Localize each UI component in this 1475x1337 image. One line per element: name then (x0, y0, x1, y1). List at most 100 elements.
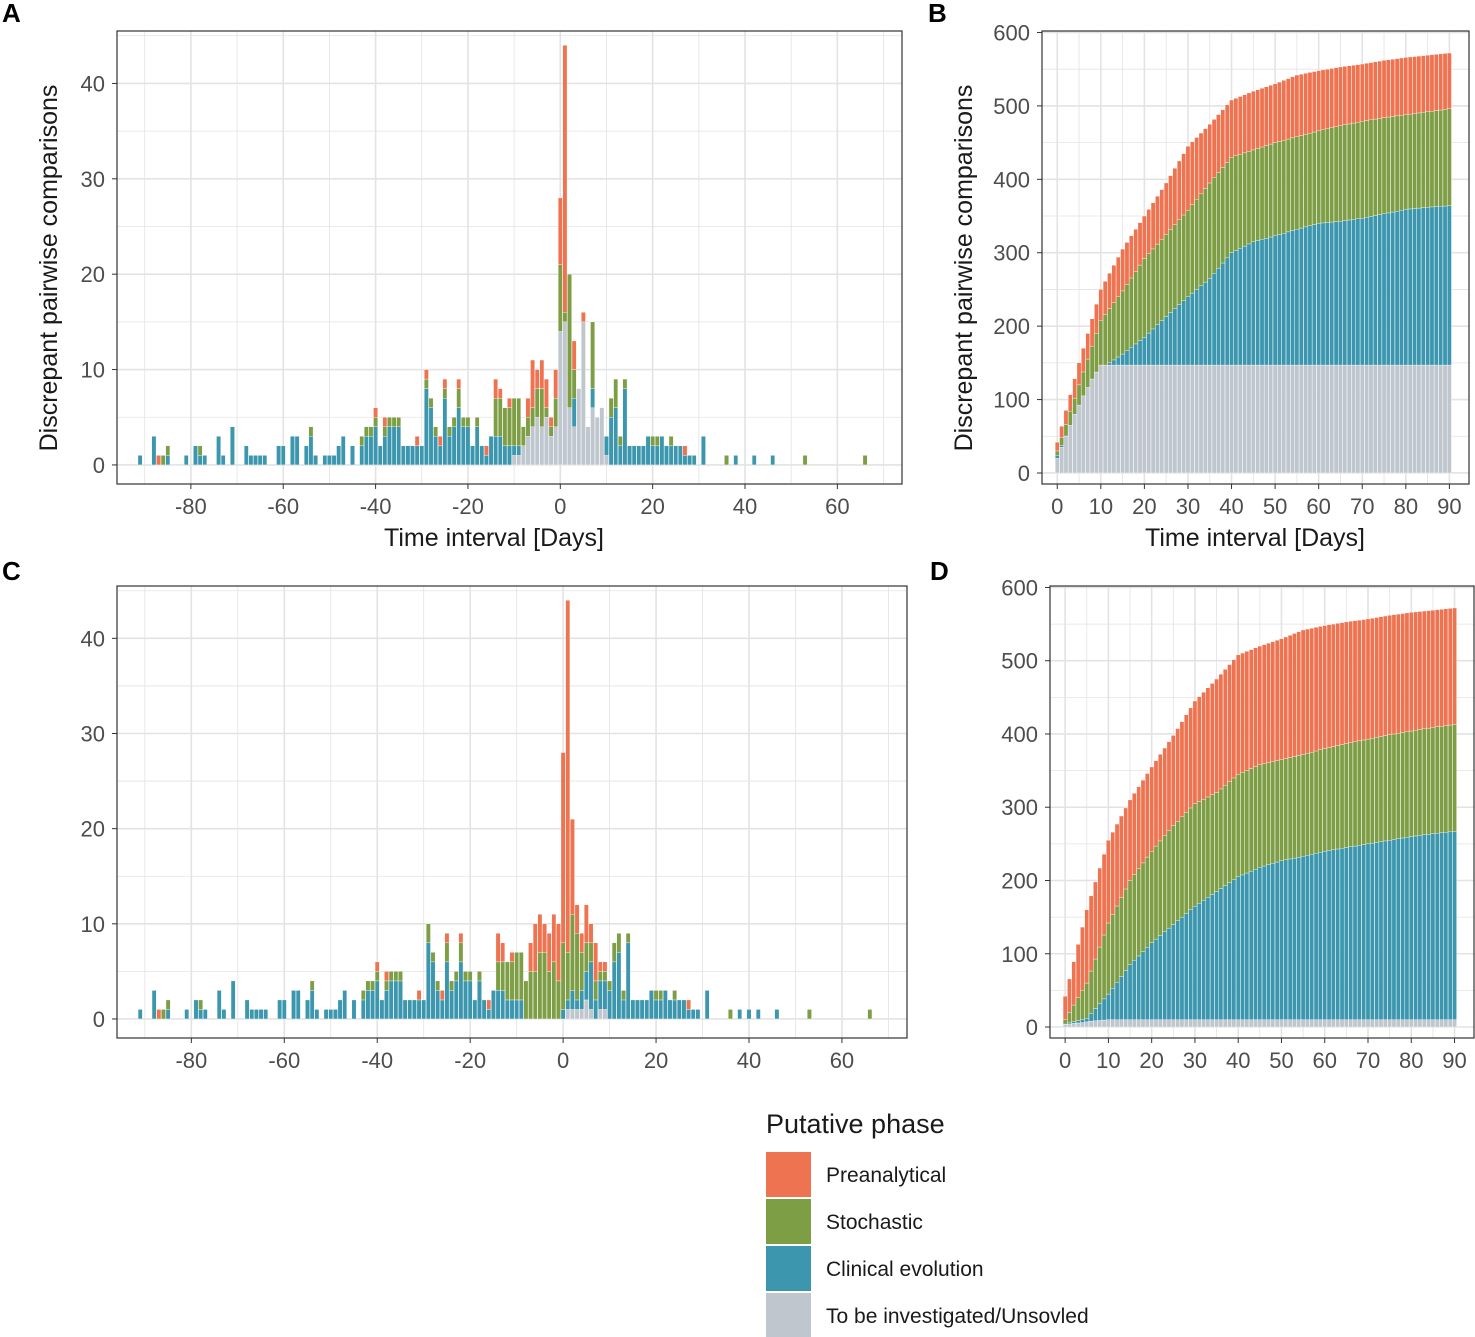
panel-b-bar-clinical (1303, 226, 1308, 366)
panel-c-x-tick-label: 60 (830, 1048, 854, 1073)
panel-d-bar-unsolved (1452, 1019, 1457, 1028)
panel-c-bar-stochastic (593, 980, 598, 1001)
panel-b-bar-preanalytical (1233, 98, 1239, 156)
panel-c-bar-preanalytical (584, 904, 589, 944)
panel-b-bar-stochastic (1386, 116, 1391, 214)
panel-b-bar-stochastic (1373, 118, 1378, 216)
panel-d-bar-stochastic (1188, 807, 1193, 910)
panel-d-bar-stochastic (1300, 754, 1306, 857)
panel-b-bar-preanalytical (1194, 137, 1199, 200)
panel-d-bar-unsolved (1227, 1019, 1232, 1028)
panel-a-bar-preanalytical (442, 378, 448, 389)
panel-c-bar-clinical (388, 980, 394, 1020)
panel-b-bar-unsolved (1325, 364, 1330, 474)
panel-b-bar-stochastic (1107, 308, 1112, 364)
panel-d-bar-preanalytical (1093, 881, 1098, 960)
panel-d-bar-stochastic (1378, 736, 1384, 842)
panel-d-bar-stochastic (1331, 746, 1336, 850)
panel-b-bar-clinical (1185, 296, 1191, 366)
panel-b-bar-stochastic (1185, 209, 1191, 297)
panel-a-bar-preanalytical (530, 359, 535, 408)
panel-d-bar-stochastic (1162, 835, 1167, 932)
panel-d-bar-stochastic (1145, 856, 1150, 948)
panel-d-bar-preanalytical (1231, 659, 1237, 779)
panel-d-bar-clinical (1374, 842, 1379, 1020)
panel-a-bar-unsolved (534, 417, 540, 466)
panel-d-bar-clinical (1218, 888, 1224, 1020)
panel-c-bar-clinical (593, 999, 598, 1020)
panel-a-bar-clinical (331, 455, 337, 466)
panel-b-bar-clinical (1163, 316, 1169, 366)
panel-c-x-tick-label: 20 (644, 1048, 668, 1073)
panel-b-bar-preanalytical (1368, 62, 1374, 121)
panel-d-bar-stochastic (1088, 970, 1094, 1014)
panel-d-bar-preanalytical (1452, 607, 1457, 725)
panel-d-bar-clinical (1240, 874, 1245, 1020)
panel-d-bar-preanalytical (1071, 961, 1077, 1006)
panel-d-bar-stochastic (1409, 730, 1414, 837)
panel-b-bar-unsolved (1224, 364, 1230, 474)
panel-b-bar-clinical (1194, 289, 1199, 366)
panel-d-bar-stochastic (1326, 747, 1332, 851)
panel-b-bar-stochastic (1238, 154, 1243, 249)
panel-d-bar-preanalytical (1430, 610, 1436, 728)
panel-d-bar-unsolved (1088, 1020, 1094, 1028)
panel-d-bar-unsolved (1205, 1019, 1211, 1028)
panel-a-bar-clinical (414, 445, 420, 466)
panel-b-bar-clinical (1137, 340, 1143, 366)
panel-b-bar-clinical (1211, 273, 1217, 366)
panel-b-bar-stochastic (1089, 345, 1095, 380)
panel-b-bar-clinical (1220, 262, 1226, 366)
panel-b-bar-clinical (1373, 215, 1378, 366)
panel-d-bar-unsolved (1383, 1019, 1388, 1028)
panel-a-bar-clinical (243, 445, 249, 466)
panel-c-bar-preanalytical (542, 923, 547, 953)
panel-d-bar-stochastic (1318, 749, 1323, 853)
panel-d-bar-preanalytical (1409, 612, 1414, 732)
panel-c-bar-preanalytical (602, 961, 608, 972)
panel-c-bar-clinical (328, 1009, 334, 1020)
panel-d-bar-unsolved (1309, 1019, 1314, 1028)
panel-a-bar-stochastic (359, 436, 365, 447)
panel-b-bar-preanalytical (1255, 89, 1260, 149)
panel-b-bar-unsolved (1190, 364, 1195, 474)
panel-d-bar-clinical (1447, 831, 1453, 1020)
panel-b-bar-stochastic (1098, 320, 1104, 366)
panel-b-bar-stochastic (1299, 135, 1304, 229)
panel-c-bar-clinical (230, 980, 236, 1020)
panel-b-letter: B (928, 0, 947, 28)
panel-b-bar-preanalytical (1303, 73, 1308, 135)
panel-c-bar-unsolved (570, 1009, 575, 1020)
panel-b-bar-preanalytical (1081, 347, 1086, 373)
panel-b-bar-preanalytical (1294, 74, 1300, 137)
panel-d-bar-stochastic (1261, 763, 1267, 867)
panel-b-bar-clinical (1312, 224, 1317, 366)
panel-b-bar-stochastic (1198, 193, 1204, 286)
panel-d-bar-preanalytical (1413, 611, 1418, 731)
panel-c-bar-clinical (635, 999, 640, 1020)
panel-c-bar-stochastic (477, 971, 482, 982)
panel-b-bar-unsolved (1281, 364, 1287, 474)
panel-b-bar-clinical (1203, 281, 1208, 366)
panel-d-bar-preanalytical (1222, 669, 1228, 786)
panel-b-bar-unsolved (1442, 364, 1448, 474)
panel-d-bar-stochastic (1106, 922, 1111, 995)
panel-b-bar-preanalytical (1447, 52, 1452, 109)
panel-a-bar-clinical (701, 436, 706, 466)
panel-c-bar-clinical (672, 999, 677, 1020)
panel-d-bar-clinical (1344, 847, 1349, 1020)
panel-b-bar-unsolved (1089, 378, 1095, 474)
panel-d-bar-unsolved (1339, 1019, 1345, 1028)
panel-c-bar-clinical (263, 1009, 269, 1020)
panel-a-bar-clinical (308, 436, 314, 466)
panel-c-bar-clinical (384, 990, 389, 1020)
panel-d-bar-preanalytical (1383, 615, 1388, 736)
panel-d-bar-preanalytical (1179, 721, 1185, 817)
panel-d-bar-preanalytical (1352, 620, 1358, 742)
panel-b-bar-clinical (1268, 236, 1273, 366)
panel-d-bar-stochastic (1257, 764, 1263, 868)
panel-b-x-tick-label: 50 (1263, 494, 1287, 519)
panel-c-bar-stochastic (365, 980, 371, 991)
panel-a-bar-preanalytical (497, 388, 503, 399)
panel-c-bar-clinical (495, 990, 501, 1020)
